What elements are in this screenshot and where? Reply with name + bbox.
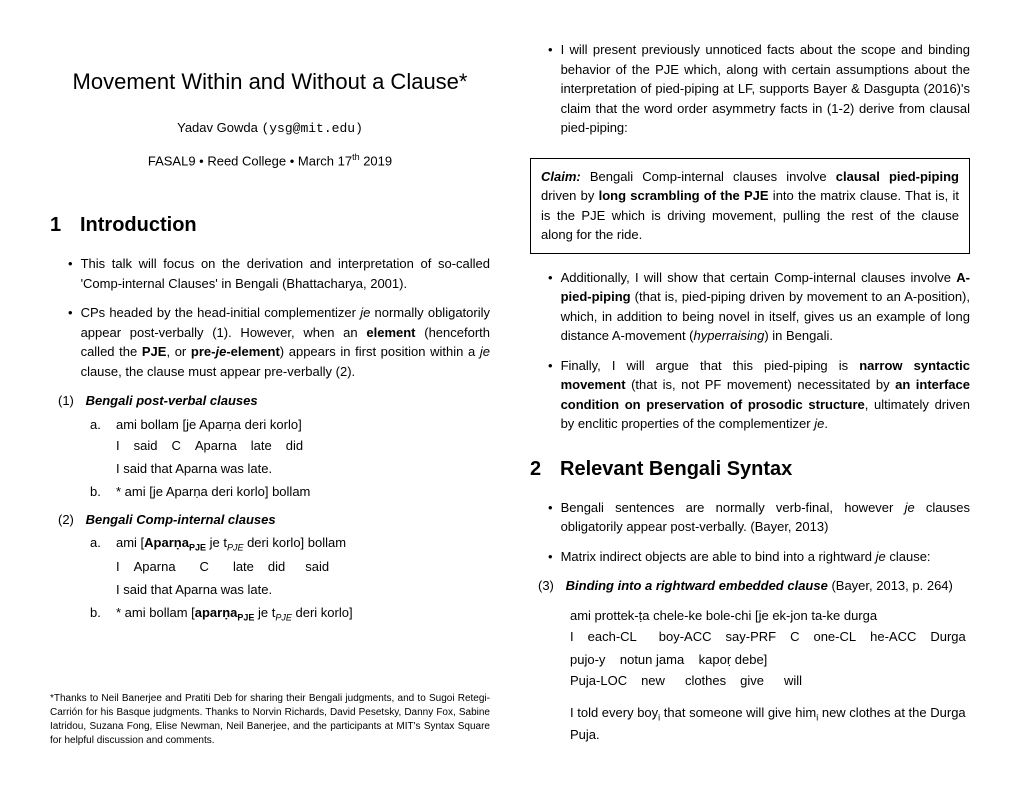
section-2-heading: 2Relevant Bengali Syntax — [530, 454, 970, 484]
venue-sup: th — [352, 152, 360, 162]
bullet-item: • Bengali sentences are normally verb-fi… — [530, 498, 970, 537]
ex1a-gloss: IsaidCAparnalatedid — [116, 436, 490, 456]
example-1: (1) Bengali post-verbal clauses a. ami b… — [50, 391, 490, 502]
ex3-num: (3) — [538, 576, 562, 596]
bullet-item: • Matrix indirect objects are able to bi… — [530, 547, 970, 567]
bullet-icon: • — [548, 268, 553, 346]
author-line: Yadav Gowda (ysg@mit.edu) — [50, 118, 490, 139]
r-bullet-5: Matrix indirect objects are able to bind… — [561, 547, 931, 567]
ex2-num: (2) — [58, 510, 82, 530]
bullet-icon: • — [548, 356, 553, 434]
ex2a-letter: a. — [90, 533, 116, 599]
ex1a-trans: I said that Aparna was late. — [116, 459, 490, 479]
ex2a-trans: I said that Aparna was late. — [116, 580, 490, 600]
section-1-heading: 1Introduction — [50, 210, 490, 240]
ex3-body: ami prottek-ṭa chele-ke bole-chi [je ek-… — [538, 606, 970, 745]
r-bullet-2: Additionally, I will show that certain C… — [561, 268, 970, 346]
ex2a-gloss: IAparnaClatedidsaid — [116, 557, 490, 577]
bullet-icon: • — [548, 547, 553, 567]
bullet-item: • CPs headed by the head-initial complem… — [50, 303, 490, 381]
bullet-1-text: This talk will focus on the derivation a… — [81, 254, 490, 293]
claim-box: Claim: Bengali Comp-internal clauses inv… — [530, 158, 970, 254]
ex1a-letter: a. — [90, 415, 116, 479]
ex3-gloss1: Ieach-CLboy-ACCsay-PRFCone-CLhe-ACCDurga — [570, 627, 970, 647]
ex2a: a. ami [AparṇaPJE je tPJE deri korlo] bo… — [58, 533, 490, 599]
paper-title: Movement Within and Without a Clause* — [50, 65, 490, 98]
ex1b-line1: * ami [je Aparṇa deri korlo] bollam — [116, 482, 490, 502]
ex2b-line1: * ami bollam [aparṇaPJE je tPJE deri kor… — [116, 603, 490, 625]
bullet-item: • Additionally, I will show that certain… — [530, 268, 970, 346]
ex3-cite: (Bayer, 2013, p. 264) — [828, 578, 953, 593]
section-1-num: 1 — [50, 210, 80, 240]
ex2-title: Bengali Comp-internal clauses — [86, 512, 276, 527]
claim-label: Claim: — [541, 169, 581, 184]
r-bullet-1: I will present previously unnoticed fact… — [561, 40, 970, 138]
section-2-num: 2 — [530, 454, 560, 484]
footnote: *Thanks to Neil Banerjee and Pratiti Deb… — [50, 684, 490, 748]
venue-text: FASAL9 • Reed College • March 17 — [148, 153, 352, 168]
right-column: • I will present previously unnoticed fa… — [530, 40, 970, 748]
ex1b: b. * ami [je Aparṇa deri korlo] bollam — [58, 482, 490, 502]
ex3-line1: ami prottek-ṭa chele-ke bole-chi [je ek-… — [570, 606, 970, 626]
example-3: (3) Binding into a rightward embedded cl… — [530, 576, 970, 744]
ex3-title: Binding into a rightward embedded clause — [566, 578, 828, 593]
r-bullet-4: Bengali sentences are normally verb-fina… — [561, 498, 970, 537]
left-column: Movement Within and Without a Clause* Ya… — [50, 40, 490, 748]
venue-line: FASAL9 • Reed College • March 17th 2019 — [50, 151, 490, 171]
author-email: (ysg@mit.edu) — [261, 121, 362, 136]
venue-year: 2019 — [360, 153, 393, 168]
bullet-icon: • — [68, 254, 73, 293]
bullet-icon: • — [548, 498, 553, 537]
ex3-line2: pujo-y notun jama kapoṛ debe] — [570, 650, 970, 670]
bullet-icon: • — [548, 40, 553, 138]
ex2b: b. * ami bollam [aparṇaPJE je tPJE deri … — [58, 603, 490, 625]
ex3-trans: I told every boyi that someone will give… — [570, 703, 970, 745]
section-1-title: Introduction — [80, 214, 197, 236]
bullet-item: • This talk will focus on the derivation… — [50, 254, 490, 293]
ex1a: a. ami bollam [je Aparṇa deri korlo] Isa… — [58, 415, 490, 479]
author-name: Yadav Gowda — [177, 120, 258, 135]
ex1a-line1: ami bollam [je Aparṇa deri korlo] — [116, 415, 490, 435]
ex1-num: (1) — [58, 391, 82, 411]
ex3-gloss2: Puja-LOCnewclothesgivewill — [570, 671, 970, 691]
bullet-2-text: CPs headed by the head-initial complemen… — [81, 303, 490, 381]
section-2-title: Relevant Bengali Syntax — [560, 458, 792, 480]
example-2: (2) Bengali Comp-internal clauses a. ami… — [50, 510, 490, 626]
bullet-item: • I will present previously unnoticed fa… — [530, 40, 970, 138]
r-bullet-3: Finally, I will argue that this pied-pip… — [561, 356, 970, 434]
ex2a-line1: ami [AparṇaPJE je tPJE deri korlo] bolla… — [116, 533, 490, 555]
ex1-title: Bengali post-verbal clauses — [86, 393, 258, 408]
bullet-item: • Finally, I will argue that this pied-p… — [530, 356, 970, 434]
ex2b-letter: b. — [90, 603, 116, 625]
bullet-icon: • — [68, 303, 73, 381]
ex1b-letter: b. — [90, 482, 116, 502]
